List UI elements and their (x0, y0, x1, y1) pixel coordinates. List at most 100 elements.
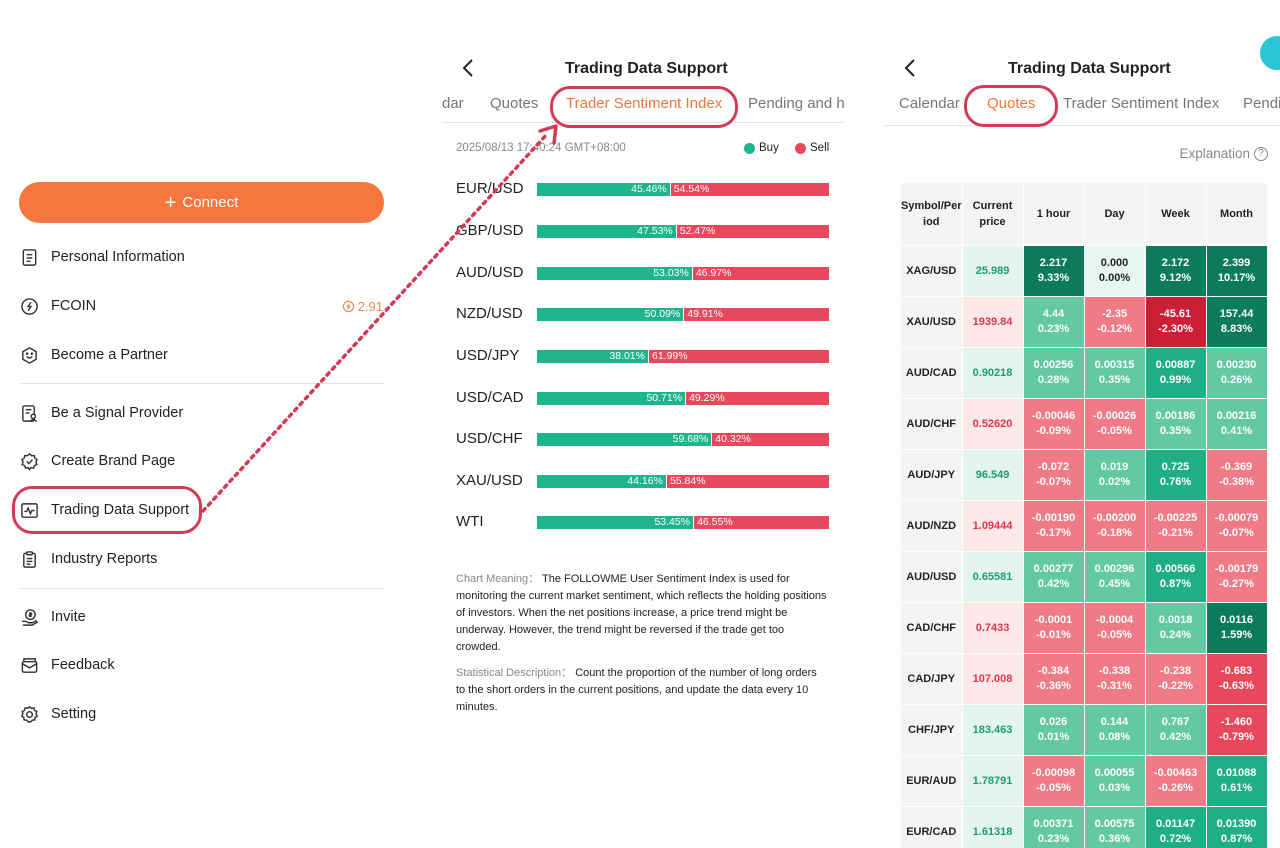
change-value: 0.00296 (1094, 563, 1135, 575)
table-row[interactable]: CAD/JPY 107.008 -0.384 -0.36% -0.338 -0.31% -0… (901, 654, 1267, 704)
quotes-table: Symbol/Per iod Current price 1 hour Day Week… (900, 182, 1268, 848)
legend-buy-label: Buy (759, 142, 779, 154)
change-cell: 0.00296 0.45% (1084, 552, 1145, 602)
change-value: -0.00046 (1031, 410, 1076, 422)
table-row[interactable]: CAD/CHF 0.7433 -0.0001 -0.01% -0.0004 -0.05% 0… (901, 603, 1267, 653)
tab-pending[interactable]: Pending and h (748, 95, 845, 112)
menu-item-fcoin[interactable]: FCOIN 2.91 (20, 292, 385, 320)
connect-button[interactable]: + Connect (19, 182, 384, 223)
table-row[interactable]: AUD/CAD 0.90218 0.00256 0.28% 0.00315 0.35% 0.… (901, 348, 1267, 398)
menu-item-become-partner[interactable]: Become a Partner (20, 341, 385, 369)
sentiment-row[interactable]: GBP/USD 47.53% 52.47% (456, 220, 836, 242)
floating-assistant-icon[interactable] (1260, 36, 1280, 70)
sentiment-row[interactable]: AUD/USD 53.03% 46.97% (456, 262, 836, 284)
tab-quotes[interactable]: Quotes (490, 95, 539, 112)
change-value: 0.01088 (1216, 767, 1257, 779)
tab-calendar[interactable]: dar (442, 95, 464, 112)
change-cell: -0.00190 -0.17% (1023, 501, 1084, 551)
table-row[interactable]: EUR/CAD 1.61318 0.00371 0.23% 0.00575 0.36% 0.… (901, 807, 1267, 848)
table-row[interactable]: AUD/CHF 0.52620 -0.00046 -0.09% -0.00026 -0.0… (901, 399, 1267, 449)
table-row[interactable]: AUD/NZD 1.09444 -0.00190 -0.17% -0.00200 -0.1… (901, 501, 1267, 551)
table-row[interactable]: XAU/USD 1939.84 4.44 0.23% -2.35 -0.12% -45.61… (901, 297, 1267, 347)
symbol-cell: EUR/CAD (901, 807, 962, 848)
menu-item-invite[interactable]: Invite (20, 603, 385, 631)
sentiment-row[interactable]: NZD/USD 50.09% 49.91% (456, 303, 836, 325)
change-percent: -0.22% (1158, 680, 1193, 692)
buy-segment: 50.71% (537, 392, 686, 405)
table-row[interactable]: EUR/AUD 1.78791 -0.00098 -0.05% 0.00055 0.03%… (901, 756, 1267, 806)
sentiment-symbol: XAU/USD (456, 472, 523, 489)
sell-segment: 54.54% (669, 183, 829, 196)
page-title: Trading Data Support (565, 60, 728, 77)
change-value: 0.00277 (1033, 563, 1074, 575)
change-percent: 0.35% (1098, 374, 1131, 386)
explanation-link[interactable]: Explanation ? (1179, 146, 1268, 161)
gear-icon (20, 705, 39, 724)
change-percent: -2.30% (1158, 323, 1193, 335)
sentiment-row[interactable]: XAU/USD 44.16% 55.84% (456, 470, 836, 492)
change-value: -0.0004 (1095, 614, 1134, 626)
change-percent: 0.23% (1037, 323, 1070, 335)
coin-small-icon (342, 300, 354, 312)
change-percent: 0.41% (1220, 425, 1253, 437)
column-header: Current price (962, 183, 1023, 245)
symbol-cell: CAD/CHF (901, 603, 962, 653)
back-arrow-icon[interactable] (902, 57, 918, 79)
menu-item-industry-reports[interactable]: Industry Reports (20, 545, 385, 573)
tab-calendar[interactable]: Calendar (899, 95, 960, 112)
change-value: 0.0018 (1158, 614, 1193, 626)
change-percent: -0.79% (1219, 731, 1254, 743)
change-cell: 0.0116 1.59% (1206, 603, 1267, 653)
back-arrow-icon[interactable] (460, 57, 476, 79)
question-icon: ? (1254, 146, 1268, 161)
current-price-cell: 25.989 (962, 246, 1023, 296)
tab-trader-sentiment-index[interactable]: Trader Sentiment Index (566, 95, 723, 112)
buy-dot-icon (744, 142, 755, 154)
menu-item-signal-provider[interactable]: Be a Signal Provider (20, 399, 385, 427)
change-percent: -0.05% (1097, 629, 1132, 641)
sentiment-row[interactable]: EUR/USD 45.46% 54.54% (456, 178, 836, 200)
tab-pending[interactable]: Pendi (1243, 95, 1280, 112)
table-row[interactable]: CHF/JPY 183.463 0.026 0.01% 0.144 0.08% 0.767 0… (901, 705, 1267, 755)
table-row[interactable]: XAG/USD 25.989 2.217 9.33% 0.000 0.00% 2.172 9.… (901, 246, 1267, 296)
tab-trader-sentiment-index[interactable]: Trader Sentiment Index (1063, 95, 1220, 112)
menu-item-create-brand-page[interactable]: Create Brand Page (20, 447, 385, 475)
change-cell: -0.238 -0.22% (1145, 654, 1206, 704)
sentiment-bar: 53.03% 46.97% (537, 267, 829, 280)
change-cell: 0.026 0.01% (1023, 705, 1084, 755)
change-value: -0.00225 (1153, 512, 1198, 524)
change-cell: 0.00230 0.26% (1206, 348, 1267, 398)
menu-item-label: Invite (51, 609, 86, 625)
sentiment-row[interactable]: WTI 53.45% 46.55% (456, 511, 836, 533)
sentiment-symbol: NZD/USD (456, 305, 523, 322)
change-percent: 0.02% (1098, 476, 1131, 488)
current-price-cell: 183.463 (962, 705, 1023, 755)
account-menu-panel: + Connect Personal Information FCOIN 2.9… (0, 0, 400, 848)
menu-item-personal-information[interactable]: Personal Information (20, 243, 385, 271)
tab-quotes[interactable]: Quotes (987, 95, 1036, 112)
menu-item-feedback[interactable]: Feedback (20, 651, 385, 679)
sentiment-row[interactable]: USD/JPY 38.01% 61.99% (456, 345, 836, 367)
change-percent: -0.12% (1097, 323, 1132, 335)
sentiment-tab-highlight (550, 86, 738, 128)
legend-sell-label: Sell (810, 142, 830, 154)
change-cell: 0.01390 0.87% (1206, 807, 1267, 848)
table-row[interactable]: AUD/JPY 96.549 -0.072 -0.07% 0.019 0.02% 0.725… (901, 450, 1267, 500)
change-cell: -0.00225 -0.21% (1145, 501, 1206, 551)
menu-item-setting[interactable]: Setting (20, 700, 385, 728)
change-value: -0.072 (1037, 461, 1070, 473)
change-cell: -0.338 -0.31% (1084, 654, 1145, 704)
stat-desc-text: Count the proportion of the number of lo… (456, 667, 817, 713)
change-percent: 0.99% (1159, 374, 1192, 386)
table-row[interactable]: AUD/USD 0.65581 0.00277 0.42% 0.00296 0.45% 0.… (901, 552, 1267, 602)
change-percent: 9.12% (1159, 272, 1192, 284)
signal-provider-icon (20, 404, 39, 423)
sentiment-row[interactable]: USD/CHF 59.68% 40.32% (456, 428, 836, 450)
current-price-cell: 0.90218 (962, 348, 1023, 398)
change-percent: -0.38% (1219, 476, 1254, 488)
change-value: -0.369 (1220, 461, 1253, 473)
change-cell: 0.767 0.42% (1145, 705, 1206, 755)
sentiment-bar: 38.01% 61.99% (537, 350, 829, 363)
sentiment-row[interactable]: USD/CAD 50.71% 49.29% (456, 387, 836, 409)
